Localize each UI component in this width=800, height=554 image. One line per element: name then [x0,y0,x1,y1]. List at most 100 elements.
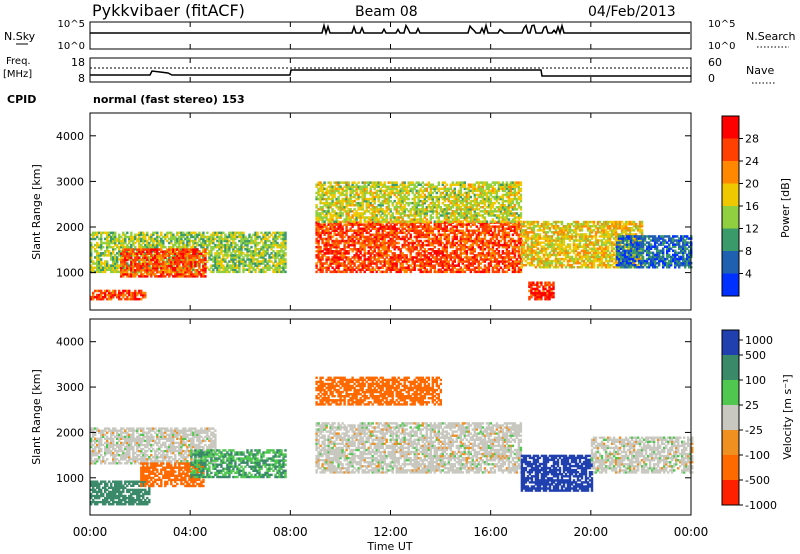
heatmap-cell [377,212,380,215]
heatmap-cell [445,252,448,255]
heatmap-cell [467,223,470,226]
heatmap-cell [148,235,151,239]
heatmap-cell [451,241,454,245]
heatmap-cell [449,191,452,195]
heatmap-cell [429,241,432,245]
heatmap-cell [409,241,412,245]
heatmap-cell [473,254,476,257]
heatmap-cell [381,235,384,239]
heatmap-cell [409,235,412,239]
heatmap-cell [453,210,456,213]
heatmap-cell [190,254,193,258]
heatmap-cell [106,250,109,253]
heatmap-cell [387,231,390,235]
heatmap-cell [337,241,340,245]
heatmap-cell [461,183,464,186]
heatmap-cell [455,225,458,228]
heatmap-cell [467,212,470,215]
heatmap-cell [278,252,281,255]
heatmap-cell [357,268,360,271]
heatmap-cell [489,233,493,237]
heatmap-cell [331,243,334,247]
heatmap-cell [337,258,340,261]
heatmap-cell [90,245,93,249]
heatmap-cell [425,243,428,247]
heatmap-cell [429,193,432,197]
heatmap-cell [186,235,189,239]
heatmap-cell [417,214,420,217]
heatmap-cell [152,264,155,268]
heatmap-cell [475,212,478,215]
heatmap-cell [128,239,131,243]
heatmap-cell [469,270,472,274]
heatmap-cell [126,250,129,253]
heatmap-cell [122,239,125,243]
heatmap-cell [483,216,487,219]
heatmap-cell [112,252,115,255]
heatmap-cell [417,229,420,232]
heatmap-cell [182,250,185,253]
heatmap-cell [445,254,448,257]
heatmap-cell [435,195,438,199]
heatmap-cell [210,264,213,267]
heatmap-cell [459,187,462,191]
heatmap-cell [144,256,147,260]
heatmap-cell [491,231,495,235]
heatmap-cell [421,220,424,223]
heatmap-cell [347,183,350,186]
heatmap-cell [433,270,436,274]
heatmap-cell [463,195,466,199]
heatmap-cell [156,237,159,241]
heatmap-cell [347,208,350,211]
heatmap-cell [497,250,501,253]
heatmap-cell [473,241,476,245]
heatmap-cell [337,220,340,223]
heatmap-cell [276,270,279,274]
heatmap-cell [110,235,113,239]
heatmap-cell [457,264,460,267]
heatmap-cell [459,270,462,274]
heatmap-cell [425,199,428,203]
heatmap-cell [453,229,456,232]
heatmap-cell [449,223,452,226]
heatmap-cell [331,260,334,263]
heatmap-cell [92,235,95,239]
heatmap-cell [327,266,330,269]
heatmap-cell [387,212,390,215]
heatmap-cell [333,189,336,193]
heatmap-cell [451,201,454,205]
heatmap-cell [475,216,478,219]
heatmap-cell [284,260,287,263]
heatmap-cell [138,235,141,239]
heatmap-cell [178,266,181,270]
heatmap-cell [337,223,340,226]
heatmap-cell [150,233,153,237]
heatmap-cell [413,218,416,221]
heatmap-cell [437,262,440,265]
heatmap-cell [106,297,109,301]
heatmap-cell [511,237,515,241]
heatmap-cell [377,248,380,251]
heatmap-cell [178,248,181,251]
heatmap-cell [495,221,499,224]
heatmap-cell [315,239,318,243]
heatmap-cell [449,208,452,211]
heatmap-cell [134,291,137,295]
heatmap-cell [325,241,328,245]
cpid-label: CPID [7,93,36,106]
heatmap-cell [443,237,446,241]
heatmap-cell [443,221,446,224]
heatmap-cell [266,268,269,271]
heatmap-cell [108,245,111,249]
heatmap-cell [258,254,261,257]
heatmap-cell [385,210,388,213]
heatmap-cell [459,195,462,199]
heatmap-cell [186,271,189,274]
heatmap-cell [357,197,360,201]
heatmap-cell [369,262,372,265]
heatmap-cell [355,189,358,193]
heatmap-cell [321,195,324,199]
heatmap-cell [323,214,326,217]
heatmap-cell [473,239,476,243]
heatmap-cell [148,262,151,266]
